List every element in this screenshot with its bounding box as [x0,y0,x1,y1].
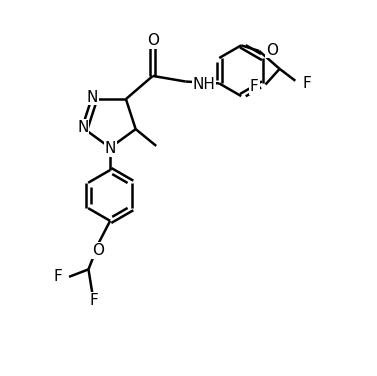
Text: N: N [87,90,98,105]
Text: O: O [92,243,104,258]
Text: F: F [250,79,259,94]
Text: F: F [302,76,311,91]
Text: NH: NH [192,77,215,92]
Text: F: F [54,269,62,284]
Text: O: O [147,33,159,48]
Text: N: N [104,141,116,156]
Text: O: O [266,43,278,58]
Text: N: N [77,120,88,135]
Text: F: F [90,293,98,308]
